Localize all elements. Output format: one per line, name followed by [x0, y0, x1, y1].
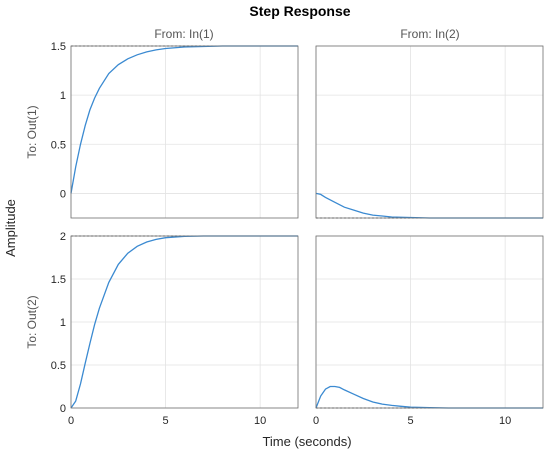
panels-group: 0 0.5 1 1.5 0 0.5 1 1.5 2 0 5 10 0 5 10 — [51, 41, 544, 427]
x-tick-label-r2c2: 0 — [313, 415, 319, 427]
x-tick-label-r2c1: 0 — [68, 415, 74, 427]
y-tick-label-r2c1: 0.5 — [51, 360, 66, 372]
chart-title: Step Response — [249, 3, 350, 19]
y-tick-label-r2c1: 1 — [60, 317, 66, 329]
response-line-r1c2 — [315, 192, 543, 219]
y-tick-label-r1c1: 1.5 — [51, 41, 66, 53]
y-tick-label-r1c1: 1 — [60, 90, 66, 102]
y-tick-label-r2c1: 2 — [60, 231, 66, 243]
axes-frame-r2c2 — [315, 235, 544, 409]
row-label-out1: To: Out(1) — [25, 105, 39, 158]
column-label-in2: From: In(2) — [400, 27, 459, 41]
y-tick-label-r1c1: 0 — [60, 188, 66, 200]
y-tick-label-r2c1: 1.5 — [51, 274, 66, 286]
response-line-r1c1 — [70, 45, 298, 194]
x-tick-label-r2c1: 10 — [254, 415, 266, 427]
x-axis-label: Time (seconds) — [262, 434, 351, 449]
column-label-in1: From: In(1) — [154, 27, 213, 41]
x-tick-label-r2c2: 10 — [499, 415, 511, 427]
axes-frame-r2c1 — [70, 235, 299, 409]
x-tick-label-r2c1: 5 — [163, 415, 169, 427]
y-axis-label: Amplitude — [3, 199, 18, 257]
y-tick-label-r1c1: 0.5 — [51, 139, 66, 151]
axes-frame-r1c1 — [70, 45, 299, 219]
axes-frame-r1c2 — [315, 45, 544, 219]
y-tick-label-r2c1: 0 — [60, 403, 66, 415]
row-label-out2: To: Out(2) — [25, 295, 39, 348]
response-line-r2c2 — [315, 385, 543, 409]
x-tick-label-r2c2: 5 — [408, 415, 414, 427]
